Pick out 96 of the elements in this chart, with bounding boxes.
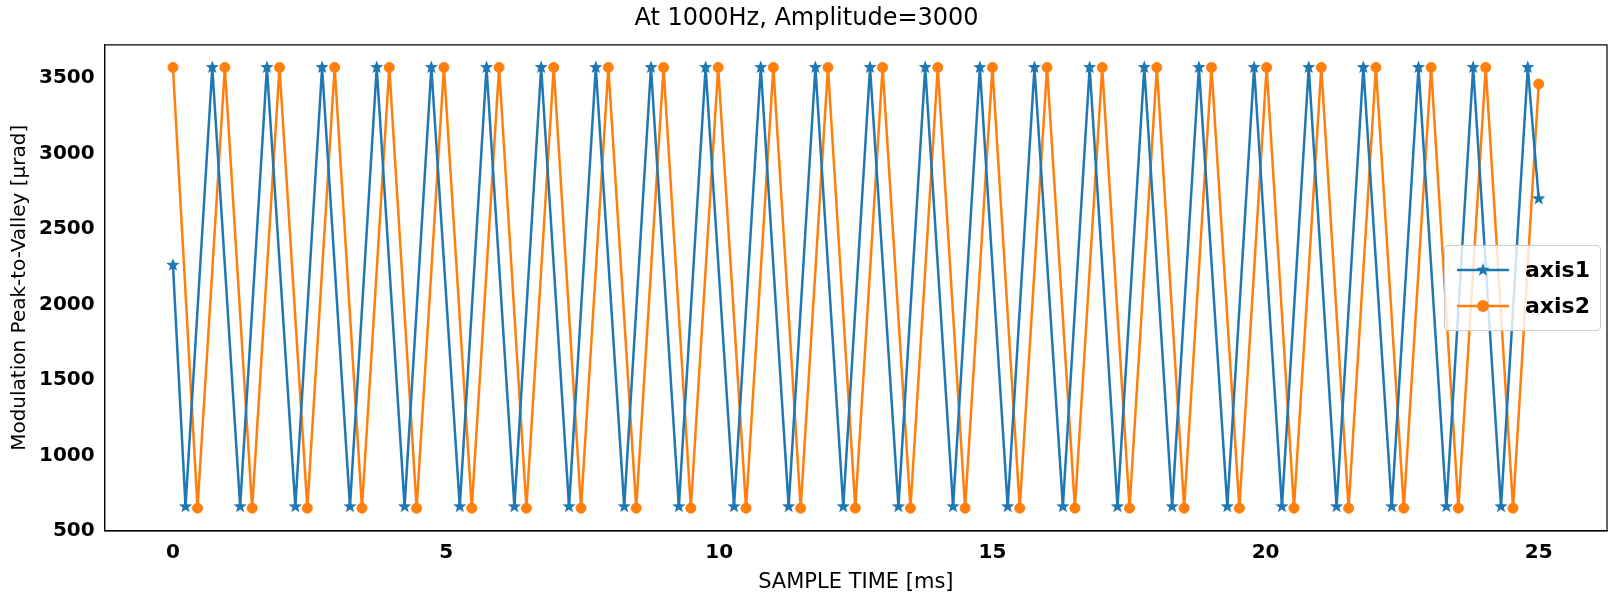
point <box>1398 502 1410 514</box>
point <box>411 502 423 514</box>
x-tick-label: 25 <box>1524 539 1553 563</box>
point <box>1521 60 1535 74</box>
point <box>1069 502 1081 514</box>
point <box>1247 60 1261 74</box>
point <box>1178 502 1190 514</box>
point <box>1205 61 1217 73</box>
point <box>795 502 807 514</box>
point <box>1261 61 1273 73</box>
point <box>849 502 861 514</box>
point <box>575 502 587 514</box>
point <box>1137 60 1151 74</box>
point <box>424 60 439 74</box>
point <box>370 60 384 74</box>
point <box>1507 502 1519 514</box>
point <box>205 60 219 74</box>
y-tick-label: 1000 <box>38 441 95 466</box>
point <box>246 502 258 514</box>
point <box>877 61 889 73</box>
point <box>520 502 532 514</box>
point <box>260 60 274 74</box>
point <box>1014 502 1026 514</box>
point <box>1027 60 1042 74</box>
point <box>1288 502 1300 514</box>
x-axis-title: SAMPLE TIME [ms] <box>758 568 954 593</box>
point <box>1356 60 1371 74</box>
point <box>986 61 998 73</box>
y-tick-label: 2000 <box>38 290 95 315</box>
point <box>1041 61 1053 73</box>
x-tick-label: 20 <box>1251 539 1280 563</box>
point <box>1124 502 1136 514</box>
legend-label: axis2 <box>1525 293 1590 319</box>
point <box>315 60 329 74</box>
point <box>466 502 478 514</box>
point <box>534 60 548 74</box>
point <box>1343 502 1355 514</box>
point <box>904 502 916 514</box>
point <box>685 502 697 514</box>
legend-label: axis1 <box>1525 257 1590 283</box>
point <box>166 258 180 271</box>
point <box>1096 61 1108 73</box>
point <box>479 60 494 74</box>
point <box>1192 60 1206 74</box>
y-tick-label: 3000 <box>38 139 95 164</box>
point <box>658 61 670 73</box>
chart-title: At 1000Hz, Amplitude=3000 <box>634 2 979 31</box>
point <box>167 61 179 73</box>
point <box>1370 61 1382 73</box>
x-tick-label: 5 <box>439 539 454 563</box>
x-tick-label: 15 <box>978 539 1007 563</box>
y-tick-label: 2500 <box>38 215 95 240</box>
point <box>192 502 204 514</box>
point <box>918 60 932 74</box>
point <box>1411 60 1426 74</box>
point <box>973 60 987 74</box>
point <box>1466 60 1480 74</box>
point <box>959 502 971 514</box>
point <box>1151 61 1163 73</box>
point <box>630 502 642 514</box>
point <box>301 502 313 514</box>
point <box>740 502 752 514</box>
point <box>589 60 603 74</box>
point <box>383 61 395 73</box>
point <box>754 60 768 74</box>
y-axis-title: Modulation Peak-to-Valley [μrad] <box>6 124 31 451</box>
point <box>808 60 823 74</box>
point <box>329 61 341 73</box>
point <box>438 61 450 73</box>
point <box>493 61 505 73</box>
point <box>602 61 614 73</box>
point <box>822 61 834 73</box>
point <box>548 61 560 73</box>
y-tick-label: 3500 <box>38 64 95 89</box>
x-tick-label: 0 <box>165 539 180 563</box>
point <box>767 61 779 73</box>
point <box>356 502 368 514</box>
y-tick-label: 500 <box>52 517 95 541</box>
x-tick-label: 10 <box>705 539 734 563</box>
point <box>1315 61 1327 73</box>
point <box>1452 502 1464 514</box>
point <box>1425 61 1437 73</box>
point <box>712 61 724 73</box>
point <box>1533 78 1545 90</box>
y-tick-label: 1500 <box>38 366 95 391</box>
point <box>932 61 944 73</box>
point <box>644 60 658 74</box>
point <box>863 60 877 74</box>
point <box>219 61 231 73</box>
point <box>1302 60 1316 74</box>
point <box>698 60 713 74</box>
point <box>1082 60 1097 74</box>
point <box>273 61 285 73</box>
point <box>1480 61 1492 73</box>
point <box>1233 502 1245 514</box>
point <box>1532 191 1546 205</box>
